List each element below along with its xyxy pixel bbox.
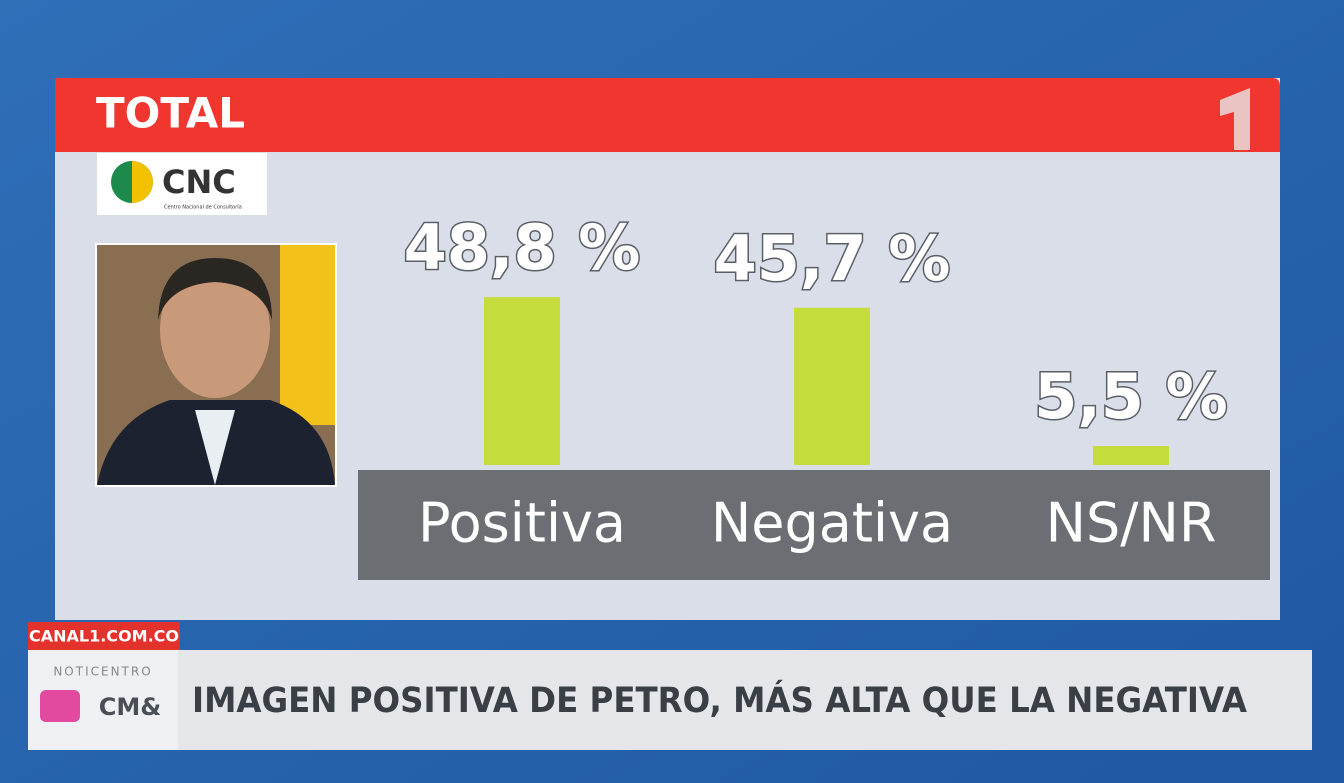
logo-text: CNC [162, 163, 236, 201]
headline: IMAGEN POSITIVA DE PETRO, MÁS ALTA QUE L… [192, 679, 1247, 721]
value-label: 5,5 % [1034, 360, 1228, 433]
website-tag [28, 622, 180, 650]
category-label: NS/NR [1046, 492, 1217, 555]
header-bar [55, 78, 1280, 152]
category-band [358, 470, 1270, 580]
channel-mark [1220, 88, 1250, 150]
headline-box [178, 650, 1312, 750]
logo-icon-half [132, 161, 153, 203]
value-label: 48,8 % [404, 211, 641, 284]
category-label: Negativa [711, 492, 953, 555]
value-label: 45,7 % [714, 222, 951, 295]
chart-title: TOTAL [96, 89, 245, 138]
show-icon [40, 690, 80, 722]
bar [1093, 446, 1169, 465]
logo-subtitle: Centro Nacional de Consultoría [164, 204, 242, 211]
channel-name: CM& [99, 693, 161, 721]
bar [484, 297, 560, 465]
photo [95, 243, 337, 487]
show-name: NOTICENTRO [53, 665, 152, 679]
bar [794, 307, 870, 465]
website: CANAL1.COM.CO [29, 627, 179, 646]
category-label: Positiva [418, 492, 626, 555]
